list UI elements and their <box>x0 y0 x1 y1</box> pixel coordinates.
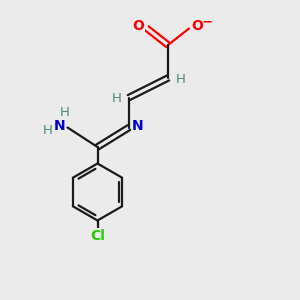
Text: N: N <box>132 119 143 133</box>
Text: Cl: Cl <box>90 229 105 243</box>
Text: O: O <box>191 19 203 33</box>
Text: H: H <box>60 106 69 119</box>
Text: N: N <box>53 119 65 133</box>
Text: H: H <box>112 92 121 106</box>
Text: H: H <box>43 124 53 137</box>
Text: H: H <box>176 73 185 86</box>
Text: −: − <box>202 15 213 28</box>
Text: O: O <box>133 19 145 33</box>
